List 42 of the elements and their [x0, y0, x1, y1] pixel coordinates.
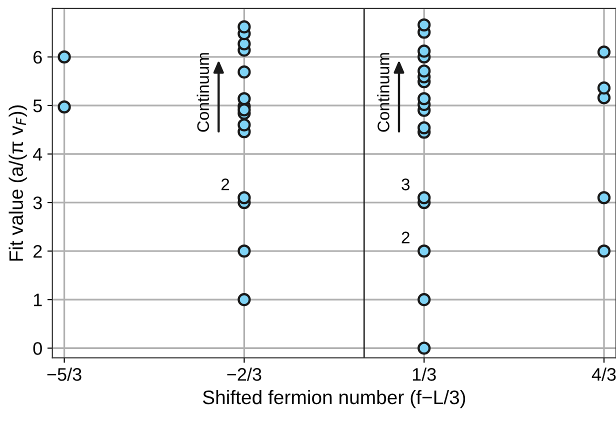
annotation: Continuum — [377, 53, 390, 132]
x-tick-label: 4/3 — [592, 368, 616, 381]
point — [418, 64, 431, 78]
point — [58, 100, 71, 114]
point — [238, 20, 251, 34]
point — [238, 92, 251, 106]
point — [238, 244, 251, 258]
point — [238, 37, 251, 50]
point — [418, 44, 431, 58]
y-tick-label: 3 — [33, 196, 42, 210]
point — [238, 103, 251, 116]
x-tick-label: 1/3 — [412, 368, 436, 381]
y-tick-label: 0 — [33, 342, 42, 355]
point — [238, 191, 251, 204]
x-tick-label: −5/3 — [47, 368, 82, 381]
annotation: 3 — [402, 178, 410, 190]
y-axis-title: Fit value (a/(π v$_{F}$)) — [8, 105, 27, 261]
annotation: 2 — [402, 232, 410, 244]
annotation: Continuum — [196, 53, 210, 132]
point — [418, 121, 431, 134]
annotation: 2 — [221, 178, 230, 190]
y-tick-label: 4 — [33, 148, 42, 161]
y-tick-label: 2 — [34, 245, 42, 258]
x-axis-title: Shifted fermion number (f−L/3) — [202, 390, 466, 408]
point — [418, 342, 431, 355]
point — [418, 293, 431, 306]
y-tick-label: 6 — [34, 50, 42, 64]
x-tick-label: −2/3 — [227, 368, 262, 381]
point — [238, 118, 251, 132]
point — [418, 244, 431, 258]
y-tick-label: 5 — [33, 100, 42, 112]
point — [238, 65, 251, 79]
point — [238, 293, 251, 306]
point — [597, 81, 611, 95]
point — [418, 191, 431, 204]
point — [597, 191, 611, 204]
point — [418, 18, 431, 32]
point — [597, 244, 611, 258]
point — [58, 50, 71, 64]
y-tick-label: 1 — [34, 294, 42, 306]
point — [597, 46, 611, 59]
point — [418, 92, 431, 106]
